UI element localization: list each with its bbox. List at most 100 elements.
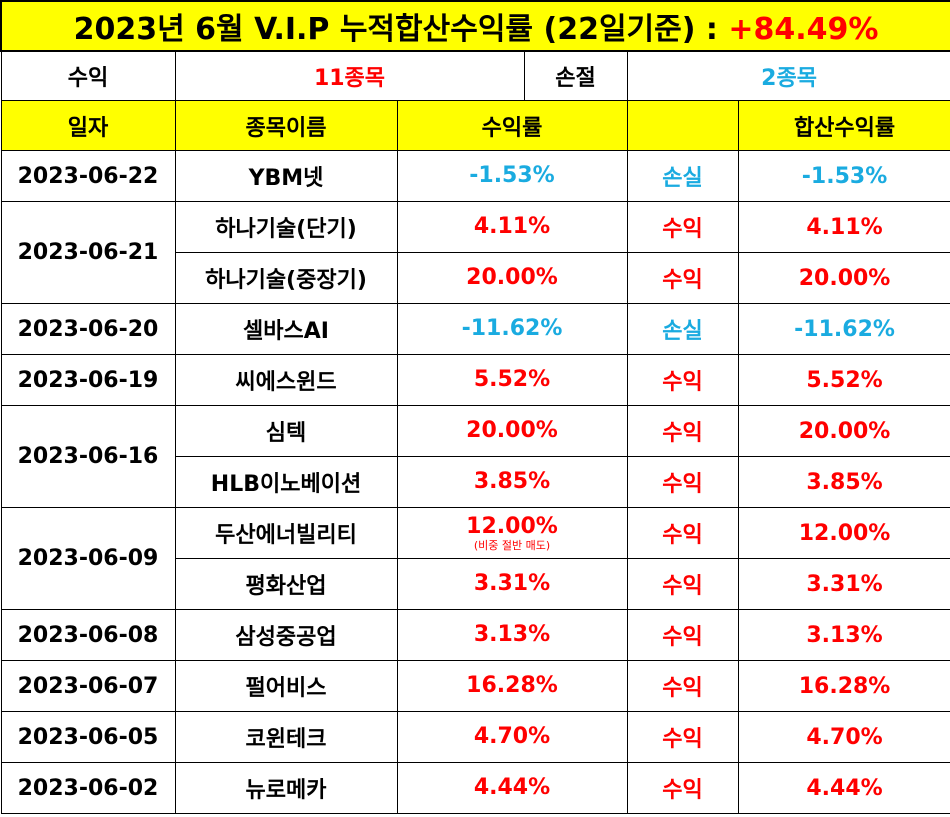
stock-name: 펄어비스 xyxy=(174,660,398,712)
cumulative-rate: 3.13% xyxy=(737,609,950,661)
table-row: 2023-06-08 삼성중공업 3.13% 수익 3.13% xyxy=(0,609,950,661)
table-row: 하나기술(중장기) 20.00% 수익 20.00% xyxy=(1,252,950,304)
return-rate-value: 4.70% xyxy=(473,724,551,750)
result-label: 수익 xyxy=(626,711,739,763)
table-row: 2023-06-22 YBM넷 -1.53% 손실 -1.53% xyxy=(0,150,950,202)
result-label: 손실 xyxy=(626,150,739,202)
return-rate: 20.00% xyxy=(396,252,628,304)
header-date: 일자 xyxy=(0,100,176,151)
stock-name: YBM넷 xyxy=(174,150,398,202)
table-row: 2023-06-21 하나기술(단기) 4.11% 수익 4.11% xyxy=(0,201,950,304)
cumulative-rate: 20.00% xyxy=(737,252,950,304)
stock-name: HLB이노베이션 xyxy=(174,456,398,508)
result-label: 수익 xyxy=(626,558,739,610)
table-row: 2023-06-16 심텍 20.00% 수익 20.00% xyxy=(0,405,950,508)
cumulative-rate: 4.70% xyxy=(737,711,950,763)
return-rate-value: 12.00% xyxy=(466,513,558,539)
cumulative-rate: 4.44% xyxy=(737,762,950,814)
cumulative-rate: 16.28% xyxy=(737,660,950,712)
result-label: 수익 xyxy=(626,660,739,712)
cumulative-rate: -11.62% xyxy=(737,303,950,355)
cumulative-rate: 3.31% xyxy=(737,558,950,610)
result-label: 수익 xyxy=(626,252,739,304)
stock-name: 평화산업 xyxy=(174,558,398,610)
result-label: 수익 xyxy=(626,456,739,508)
result-label: 수익 xyxy=(626,609,739,661)
return-rate: -11.62% xyxy=(396,303,628,355)
table-row: 2023-06-09 두산에너빌리티 12.00% (비중 절반 매도) 수익 12.00… xyxy=(0,507,950,610)
table-row: 2023-06-05 코윈테크 4.70% 수익 4.70% xyxy=(0,711,950,763)
stock-name: 뉴로메카 xyxy=(174,762,398,814)
table-row: 2023-06-02 뉴로메카 4.44% 수익 4.44% xyxy=(0,762,950,814)
header-cumulative: 합산수익률 xyxy=(737,100,950,151)
title-text: 2023년 6월 V.I.P 누적합산수익률 (22일기준) : xyxy=(73,12,729,47)
stock-name: 두산에너빌리티 xyxy=(174,507,398,559)
return-rate-value: 3.85% xyxy=(473,469,551,495)
stock-name: 셀바스AI xyxy=(174,303,398,355)
header-result xyxy=(626,100,739,151)
return-rate: 3.13% xyxy=(396,609,628,661)
cumulative-rate: 5.52% xyxy=(737,354,950,406)
result-label: 수익 xyxy=(626,201,739,253)
return-rate: 5.52% xyxy=(396,354,628,406)
return-rate-value: 3.31% xyxy=(473,571,551,597)
stock-name: 하나기술(단기) xyxy=(174,201,398,253)
return-rate-value: 5.52% xyxy=(473,367,551,393)
loss-count: 2종목 xyxy=(626,50,950,101)
table-row: 2023-06-19 씨에스윈드 5.52% 수익 5.52% xyxy=(0,354,950,406)
return-rate-value: -11.62% xyxy=(461,316,563,342)
result-label: 수익 xyxy=(626,762,739,814)
return-rate-value: 3.13% xyxy=(473,622,551,648)
table-row: 평화산업 3.31% 수익 3.31% xyxy=(1,558,950,610)
date-cell: 2023-06-08 xyxy=(0,609,176,661)
return-rate: 16.28% xyxy=(396,660,628,712)
date-cell: 2023-06-16 xyxy=(0,405,176,508)
return-rate: 4.11% xyxy=(396,201,628,253)
result-label: 수익 xyxy=(626,507,739,559)
header-rate: 수익률 xyxy=(396,100,628,151)
date-cell: 2023-06-19 xyxy=(0,354,176,406)
stock-name: 삼성중공업 xyxy=(174,609,398,661)
return-rate-value: 20.00% xyxy=(466,418,558,444)
date-cell: 2023-06-20 xyxy=(0,303,176,355)
return-rate-value: 4.44% xyxy=(473,775,551,801)
date-cell: 2023-06-02 xyxy=(0,762,176,814)
return-rate-value: 16.28% xyxy=(466,673,558,699)
date-cell: 2023-06-09 xyxy=(0,507,176,610)
result-label: 수익 xyxy=(626,405,739,457)
return-rate: 3.31% xyxy=(396,558,628,610)
return-rate: 3.85% xyxy=(396,456,628,508)
result-label: 수익 xyxy=(626,354,739,406)
return-rate: 20.00% xyxy=(396,405,628,457)
profit-label: 수익 xyxy=(0,50,176,101)
profit-count: 11종목 xyxy=(174,50,525,101)
cumulative-rate: -1.53% xyxy=(737,150,950,202)
stock-name: 하나기술(중장기) xyxy=(174,252,398,304)
return-rate-value: 20.00% xyxy=(466,265,558,291)
return-rate: 4.70% xyxy=(396,711,628,763)
loss-label: 손절 xyxy=(523,50,628,101)
table-row: 2023-06-07 펄어비스 16.28% 수익 16.28% xyxy=(0,660,950,712)
total-return: +84.49% xyxy=(728,12,879,47)
date-cell: 2023-06-05 xyxy=(0,711,176,763)
table-row: HLB이노베이션 3.85% 수익 3.85% xyxy=(1,456,950,508)
cumulative-rate: 4.11% xyxy=(737,201,950,253)
stock-name: 심텍 xyxy=(174,405,398,457)
cumulative-rate: 12.00% xyxy=(737,507,950,559)
stock-name: 씨에스윈드 xyxy=(174,354,398,406)
date-cell: 2023-06-21 xyxy=(0,201,176,304)
date-cell: 2023-06-07 xyxy=(0,660,176,712)
header-stock: 종목이름 xyxy=(174,100,398,151)
return-note: (비중 절반 매도) xyxy=(473,538,551,552)
page-title: 2023년 6월 V.I.P 누적합산수익률 (22일기준) : +84.49% xyxy=(0,0,950,52)
stock-name: 코윈테크 xyxy=(174,711,398,763)
date-cell: 2023-06-22 xyxy=(0,150,176,202)
return-rate-value: 4.11% xyxy=(473,214,551,240)
cumulative-rate: 20.00% xyxy=(737,405,950,457)
return-rate: -1.53% xyxy=(396,150,628,202)
result-label: 손실 xyxy=(626,303,739,355)
return-rate: 12.00% (비중 절반 매도) xyxy=(396,507,628,559)
cumulative-rate: 3.85% xyxy=(737,456,950,508)
table-row: 2023-06-20 셀바스AI -11.62% 손실 -11.62% xyxy=(0,303,950,355)
